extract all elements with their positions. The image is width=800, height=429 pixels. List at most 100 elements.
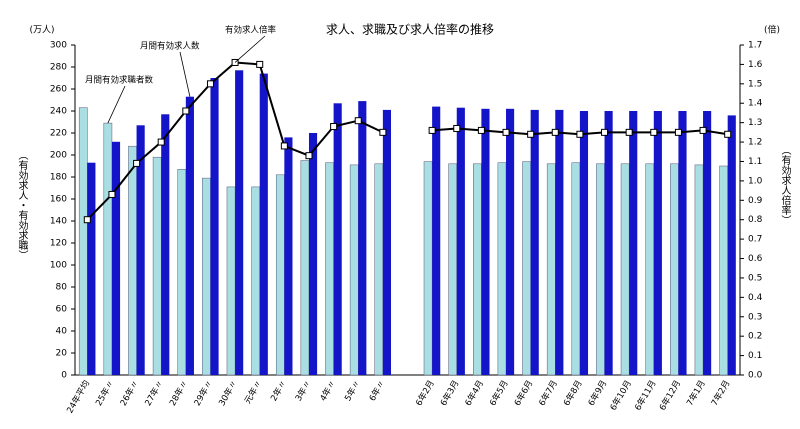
y-tick-label: 180 [50,173,67,183]
bar [161,114,170,376]
x-tick-label: 6年10月 [608,378,634,412]
bar [506,108,515,376]
bar [251,186,260,376]
y-tick-label: 200 [50,151,67,161]
series-label: 月間有効求職者数 [85,75,154,86]
ratio-marker [502,128,510,136]
ratio-marker [477,126,485,134]
bar [177,169,187,376]
bar [456,107,465,375]
y-tick-label: 60 [56,305,68,315]
y-tick-label: 240 [50,107,67,117]
chart-title: 求人、求職及び求人倍率の推移 [326,22,494,37]
bar [522,161,531,376]
bar [235,70,244,376]
ratio-marker [83,216,91,224]
bar [374,163,384,376]
bar [259,73,268,375]
x-tick-label: 6年11月 [632,378,658,412]
ratio-marker [650,128,658,136]
bar [596,163,605,376]
bar [103,122,113,376]
bar [210,78,219,375]
bar [604,111,613,375]
y2-tick-label: 0.0 [748,371,763,381]
bar [382,109,391,376]
ratio-marker [330,123,338,131]
y-tick-label: 20 [56,349,68,359]
y-axis-title: （有効求人・有効求職） [16,150,28,260]
x-tick-label: 6年7月 [537,378,560,408]
ratio-marker [157,138,165,146]
y-tick-label: 100 [50,261,67,271]
y2-tick-label: 1.2 [748,138,762,148]
ratio-marker [576,130,584,138]
x-tick-label: 6年9月 [586,378,609,408]
ratio-marker [527,130,535,138]
ratio-marker [428,126,436,134]
bar [202,177,211,376]
y2-tick-label: 0.6 [748,254,763,264]
bar [226,186,236,376]
x-tick-label: 7年2月 [709,378,732,408]
ratio-marker [206,80,214,88]
bar [579,111,589,375]
x-tick-label: 5年〃 [342,378,363,403]
callout-line [179,51,191,97]
y-tick-label: 160 [50,195,67,205]
bar [653,111,662,375]
y2-tick-label: 1.7 [748,41,762,51]
x-tick-label: 6年12月 [657,378,683,412]
bar [358,101,367,375]
ratio-marker [601,128,609,136]
y-tick-label: 0 [61,371,67,381]
x-tick-label: 元年〃 [242,378,264,406]
bar [111,141,121,375]
bar [703,111,712,375]
y2-tick-label: 1.4 [748,99,763,109]
y2-tick-label: 0.5 [748,273,762,283]
x-tick-label: 28年〃 [167,378,190,408]
x-tick-label: 6年8月 [561,378,584,408]
y-tick-label: 40 [56,327,68,337]
y-tick-label: 220 [50,129,67,139]
x-tick-label: 6年3月 [438,378,461,408]
y2-tick-label: 0.2 [748,332,762,342]
bar [78,107,88,376]
y2-tick-label: 1.1 [748,157,762,167]
bar [629,111,638,375]
bar [481,108,490,376]
bar [300,160,310,376]
ratio-marker [379,128,387,136]
bar [620,163,630,376]
x-tick-label: 30年〃 [216,378,239,408]
y2-tick-label: 1.0 [748,176,763,186]
ratio-marker [699,126,707,134]
ratio-marker [674,128,682,136]
ratio-marker [280,142,288,150]
bar [694,164,704,376]
x-tick-label: 6年4月 [463,378,486,408]
x-tick-label: 24年平均 [64,378,92,415]
x-tick-label: 6年6月 [512,378,535,408]
bar [432,106,441,375]
bar [87,162,96,375]
x-tick-label: 29年〃 [192,378,215,408]
y2-axis-title: （有効求人倍率） [779,145,791,225]
bar [128,145,137,376]
y2-tick-label: 0.9 [748,196,763,206]
x-tick-label: 3年〃 [293,378,314,403]
callout-line [234,35,266,63]
bar [670,163,679,376]
bar [448,163,458,376]
callout-line [107,85,126,124]
ratio-marker [182,107,190,115]
y-tick-label: 280 [50,63,67,73]
bar [308,133,318,375]
bar [185,96,194,375]
ratio-marker [551,128,559,136]
x-tick-label: 6年2月 [413,378,436,408]
ratio-marker [354,117,362,125]
y2-unit: (倍) [764,24,780,36]
